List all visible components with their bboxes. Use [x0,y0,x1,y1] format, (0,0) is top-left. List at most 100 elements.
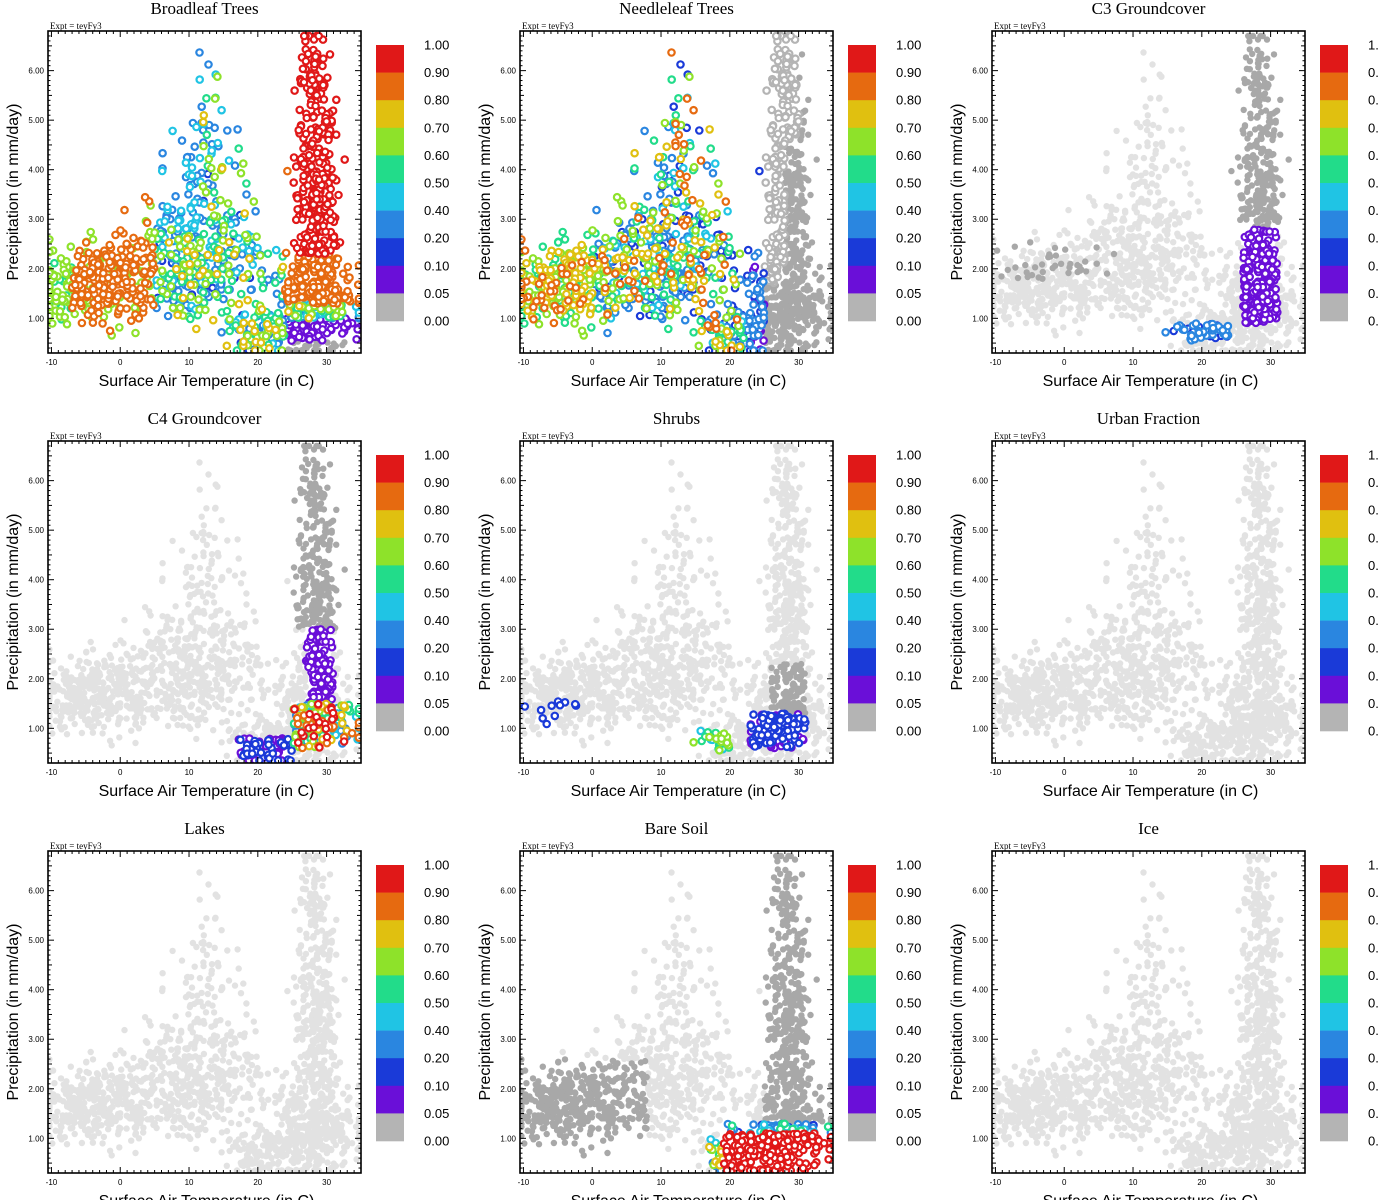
data-point [208,315,218,325]
data-point [1113,127,1120,135]
data-point [1050,327,1058,334]
data-point [1036,283,1043,291]
colorbar-label: 0.90 [896,65,921,80]
data-point [306,125,316,134]
data-point [697,326,707,336]
data-point [703,321,713,330]
data-point [602,266,612,275]
data-point [136,291,145,301]
data-point [217,105,226,115]
data-point [85,267,95,277]
data-point [323,199,332,209]
data-point [603,310,612,319]
data-point [797,257,804,264]
data-point [88,284,98,294]
data-point [1116,250,1124,257]
data-point [337,307,347,317]
x-tick-label: 30 [322,358,331,367]
data-point [663,216,672,226]
data-point [657,267,666,276]
data-point [803,304,811,311]
data-point [1074,234,1081,242]
data-point [158,148,167,158]
data-point [796,339,803,346]
data-point [312,195,322,204]
data-point [1138,178,1145,186]
data-point [148,243,157,252]
data-point [520,268,526,278]
data-point [824,303,832,310]
data-point [1051,244,1059,252]
data-point [1130,274,1138,281]
data-point [199,117,208,127]
data-point [1117,266,1125,273]
data-point [646,216,655,226]
data-point [1144,230,1152,238]
data-point [108,282,117,292]
data-point [311,101,320,111]
data-point [993,247,1001,254]
data-point [213,138,223,148]
data-point [136,284,145,293]
data-point [710,243,720,252]
y-tick-label: 5.00 [28,116,44,125]
data-point [105,326,115,336]
data-point [194,295,203,304]
data-point [1147,95,1154,102]
data-point [1120,243,1128,250]
data-point [1197,233,1204,240]
data-point [723,207,732,216]
data-point [787,176,795,183]
data-point [201,305,210,315]
data-point [782,59,791,69]
data-point [998,288,1005,295]
data-point [190,250,199,260]
data-point [1149,61,1156,68]
data-point [1223,253,1230,260]
data-point [1175,274,1182,282]
data-point [638,225,648,235]
colorbar-label: 0.80 [424,93,449,108]
data-point [1144,118,1151,126]
data-point [1146,189,1154,196]
data-point [575,299,585,309]
data-point [1182,290,1189,298]
data-point [694,126,704,135]
data-point [202,94,211,103]
data-point [126,316,136,326]
data-point [1288,288,1295,295]
data-point [310,59,319,69]
data-point [122,304,131,313]
data-point [775,181,785,190]
data-point [1249,340,1256,348]
data-point [1149,155,1157,163]
data-point [685,72,694,82]
colorbar-swatch [376,238,404,267]
data-point [1175,215,1182,222]
data-point [722,327,732,337]
data-point [93,294,103,304]
data-point [1116,193,1123,200]
data-point [329,240,339,250]
data-point [618,201,627,210]
data-point [1152,246,1159,253]
data-point [340,155,350,164]
data-point [811,330,818,337]
data-point [181,158,191,168]
data-point [1196,208,1203,215]
data-point [1229,308,1236,315]
data-point [784,90,794,100]
data-point [665,304,675,314]
data-point [236,289,246,299]
data-point [309,282,318,292]
colorbar-label: 0.70 [896,120,921,135]
data-point [1217,290,1225,297]
data-point [1201,270,1208,277]
data-point [304,313,314,323]
data-point [113,292,123,301]
data-point [1263,326,1270,333]
data-point [1027,239,1034,246]
data-point [565,250,575,259]
data-point [190,198,199,207]
data-point [750,262,760,272]
